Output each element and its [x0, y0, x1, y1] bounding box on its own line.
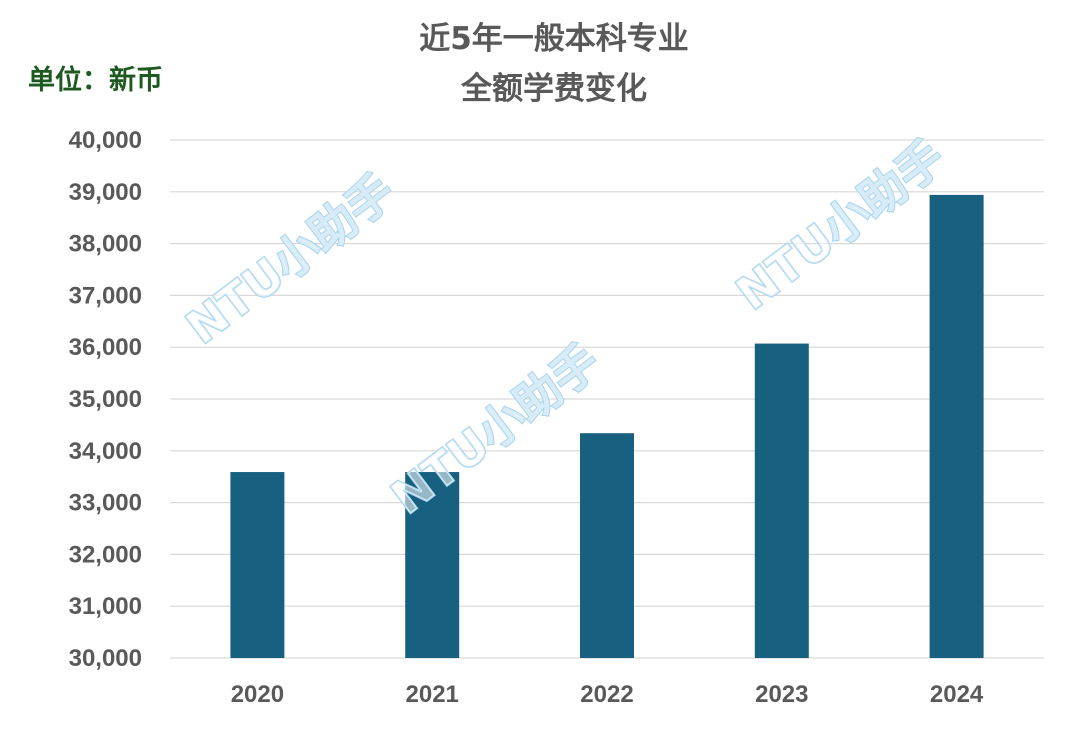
bar-2023	[754, 343, 809, 658]
watermark: NTU小助手	[726, 130, 954, 321]
watermark: NTU小助手	[176, 164, 404, 355]
bar-2021	[405, 472, 460, 658]
bar-2020	[230, 472, 285, 658]
x-tick-label: 2022	[580, 681, 633, 708]
y-tick-label: 40,000	[69, 127, 142, 154]
y-tick-label: 30,000	[69, 645, 142, 672]
y-tick-label: 36,000	[69, 334, 142, 361]
x-tick-label: 2024	[930, 681, 984, 708]
chart-title-line: 全额学费变化	[460, 71, 647, 107]
x-tick-label: 2020	[231, 681, 284, 708]
y-tick-label: 33,000	[69, 490, 142, 517]
y-axis-ticks: 30,000 31,000 32,000 33,000 34,000 35,000 36,0…	[69, 127, 142, 672]
y-tick-label: 38,000	[69, 231, 142, 258]
bar-2022	[580, 433, 634, 658]
y-tick-label: 39,000	[69, 179, 142, 206]
watermark: NTU小助手	[381, 334, 609, 525]
y-tick-label: 32,000	[69, 541, 142, 568]
x-axis-ticks: 2020 2021 2022 2023 2024	[231, 681, 984, 708]
y-tick-label: 34,000	[69, 438, 142, 465]
x-tick-label: 2023	[755, 681, 808, 708]
chart-title-line: 近5年一般本科专业	[419, 21, 689, 57]
x-tick-label: 2021	[406, 681, 459, 708]
y-tick-label: 37,000	[69, 282, 142, 309]
bar-2024	[929, 194, 984, 658]
unit-label: 单位：新币	[28, 64, 163, 96]
y-tick-label: 35,000	[69, 386, 142, 413]
bars	[230, 194, 984, 658]
y-tick-label: 31,000	[69, 593, 142, 620]
